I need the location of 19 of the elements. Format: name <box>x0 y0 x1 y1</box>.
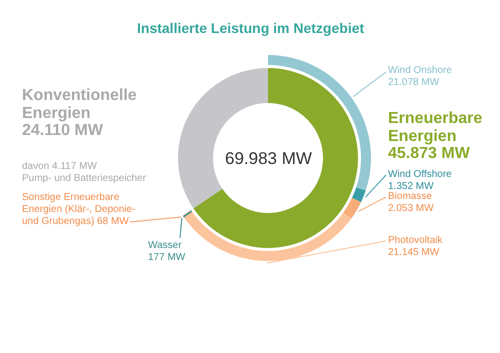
data-label: 1.352 MW <box>388 181 434 192</box>
data-label: 21.078 MW <box>388 77 440 88</box>
slice-label: Photovoltaik <box>388 235 442 246</box>
slice-label: Wasser <box>148 240 182 251</box>
text: 69.983 MW <box>225 149 312 168</box>
text: davon 4.117 MW Pump- und Batteriespeicher <box>22 161 146 185</box>
slice-label: Sonstige Erneuerbare Energien (Klär-, Deponie- und Grubengas) 68 MW <box>22 192 136 228</box>
slice-label: Wind Onshore <box>388 65 452 76</box>
data-label: 21.145 MW <box>388 247 440 258</box>
slice-label: Konventionelle Energien <box>22 87 137 122</box>
slice-label: Biomasse <box>388 191 432 202</box>
slice-label: Erneuerbare Energien <box>388 110 482 145</box>
data-label: 45.873 MW <box>388 145 470 162</box>
data-label: 177 MW <box>148 252 186 263</box>
data-label: 2.053 MW <box>388 203 434 214</box>
chart-title: Installierte Leistung im Netzgebiet <box>137 20 364 36</box>
donut-slice <box>193 68 358 248</box>
slice-label: Wind Offshore <box>388 169 452 180</box>
data-label: 24.110 MW <box>22 122 103 140</box>
